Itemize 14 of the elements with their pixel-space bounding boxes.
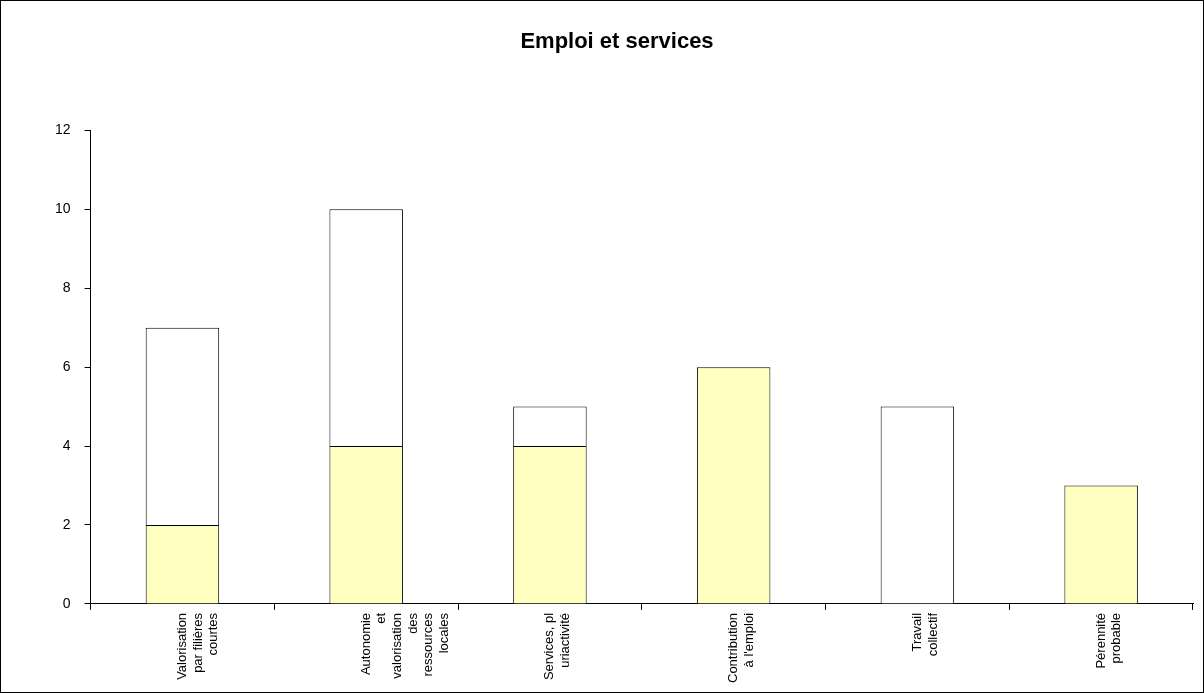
y-tick-label: 6 <box>62 358 71 375</box>
y-tick-label: 12 <box>54 121 71 138</box>
y-tick-label: 10 <box>54 200 71 217</box>
y-tick-label: 0 <box>62 594 71 611</box>
x-tick-label: Pérennité probable <box>1092 612 1124 669</box>
x-tick-label: Contribution à l'emploi <box>725 612 756 684</box>
y-tick-label: 8 <box>62 279 71 296</box>
x-tick-label: Valorisation par filières courtes <box>174 612 221 680</box>
y-tick-label: 2 <box>62 515 71 532</box>
x-tick-label: Services, pl uriactivité <box>541 612 573 681</box>
y-tick-label: 4 <box>62 436 71 453</box>
chart-title: Emploi et services <box>520 28 714 54</box>
x-tick-label: Autonomie et valorisation des ressources locales <box>357 612 451 679</box>
x-tick-label: Travail collectif <box>908 612 940 657</box>
